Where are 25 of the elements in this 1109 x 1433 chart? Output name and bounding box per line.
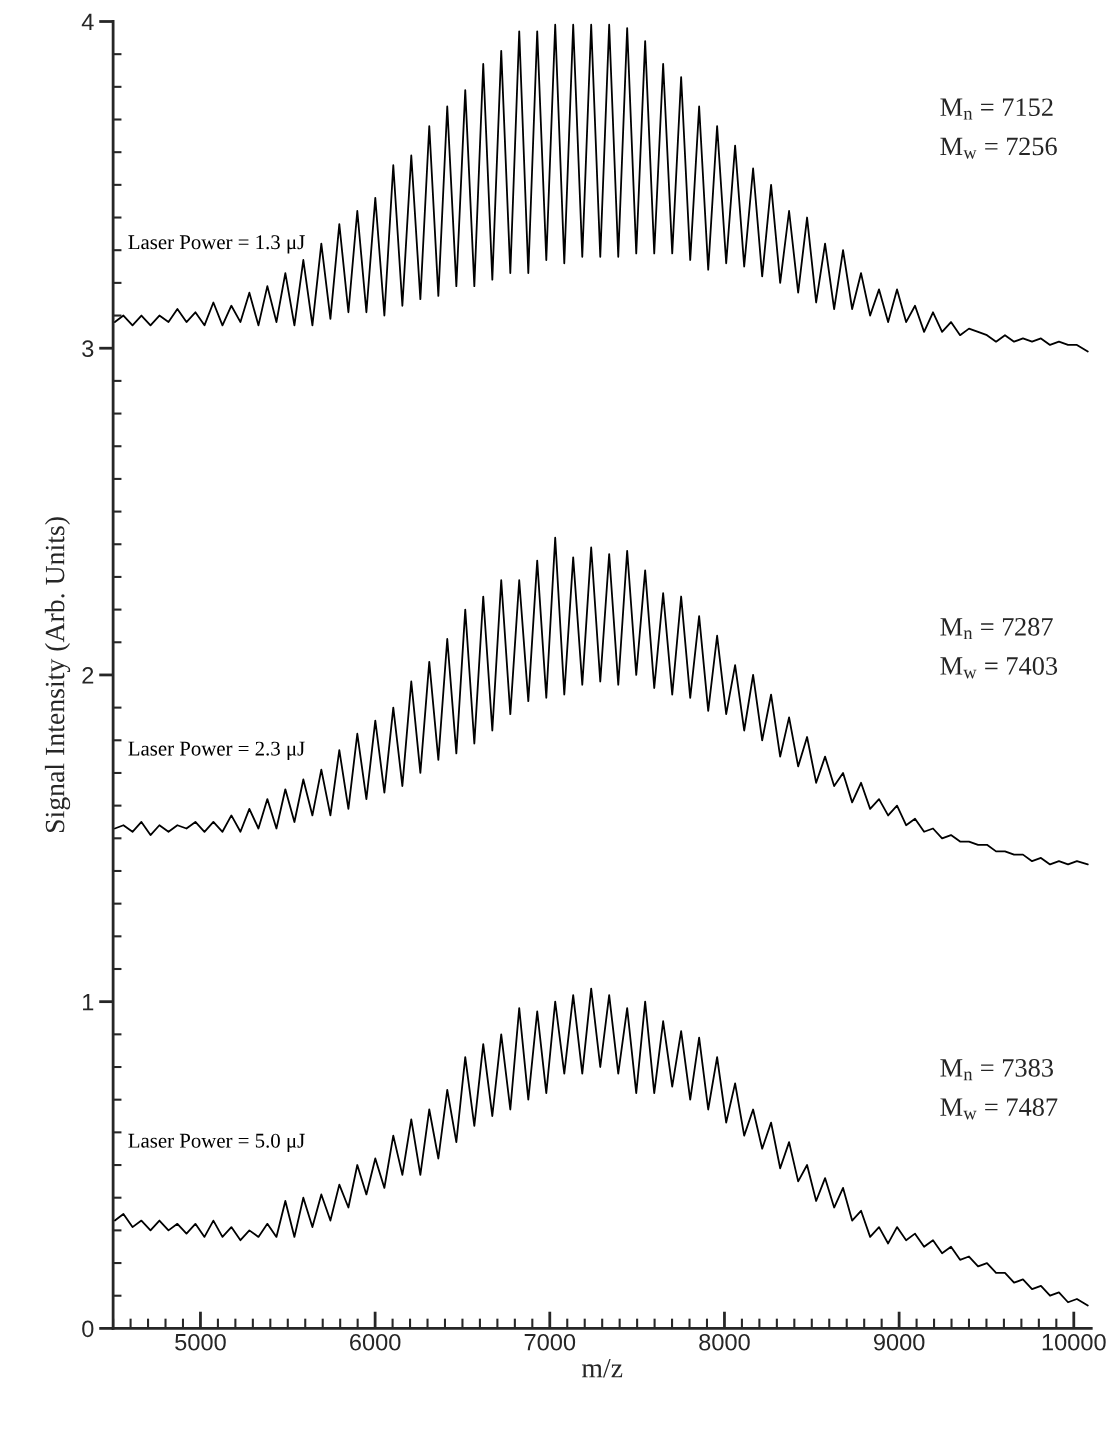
- annotation: M$_{n}$ = 7383: [940, 1058, 1053, 1081]
- x-tick-label: 10000: [1042, 1333, 1106, 1351]
- annotation: M$_{w}$ = 7487: [940, 1098, 1058, 1120]
- series-label: Laser Power = 2.3 μJ: [128, 741, 305, 760]
- y-tick-label: 1: [83, 993, 94, 1011]
- line-series: [113, 536, 1089, 866]
- line-series: [113, 987, 1089, 1307]
- x-tick-label: 6000: [350, 1333, 401, 1351]
- annotation: M$_{n}$ = 7287: [940, 617, 1053, 640]
- x-tick-label: 9000: [873, 1333, 925, 1351]
- text: Laser Power = 5.0 μJ: [128, 1133, 305, 1152]
- line-series: [113, 23, 1089, 353]
- annotation: M$_{w}$ = 7403: [940, 657, 1058, 679]
- y-tick-label: 4: [81, 13, 94, 31]
- x-tick-label: 7000: [524, 1333, 576, 1351]
- annotation: M$_{w}$ = 7256: [940, 137, 1057, 159]
- series-label: Laser Power = 1.3 μJ: [128, 235, 305, 254]
- x-axis-title: m/z: [581, 1359, 623, 1378]
- y-tick-label: 3: [82, 340, 94, 358]
- x-tick-label: 8000: [699, 1333, 750, 1351]
- y-tick-label: 0: [82, 1320, 94, 1338]
- y-axis-title: Signal Intensity (Arb. Units): [44, 517, 71, 833]
- y-tick-label: 2: [82, 667, 94, 684]
- annotation: M$_{n}$ = 7152: [940, 98, 1053, 120]
- x-tick-label: 5000: [175, 1333, 226, 1351]
